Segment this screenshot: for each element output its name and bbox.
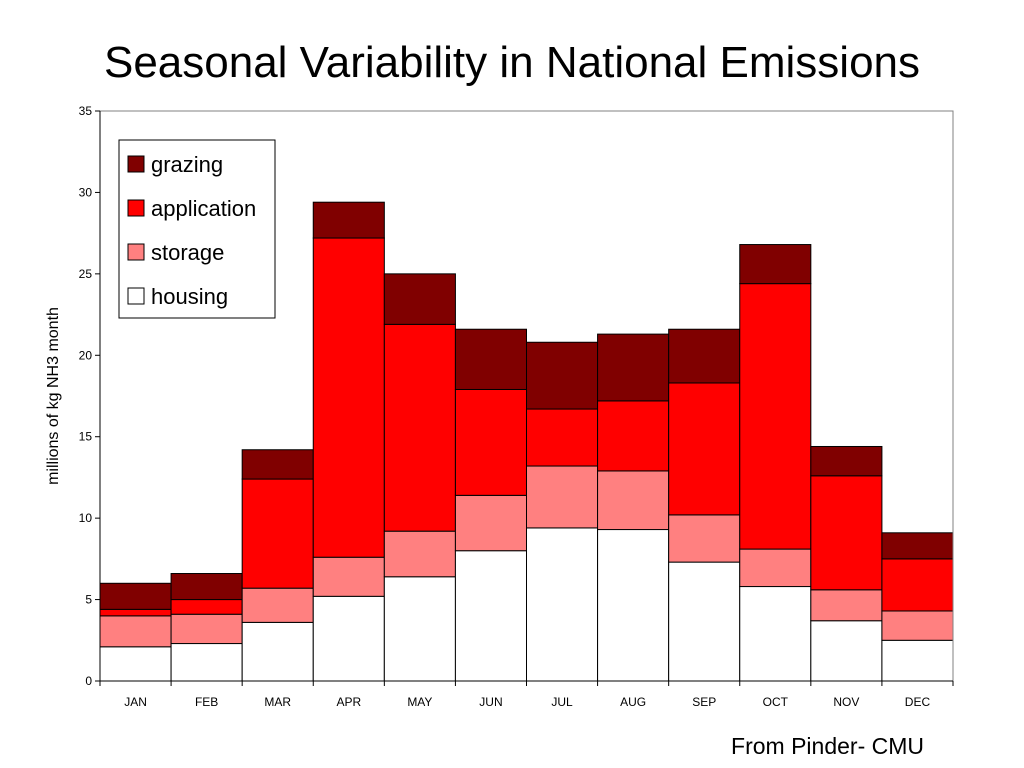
bar-application-mar (241, 478, 314, 589)
x-tick-label-mar: MAR (264, 695, 291, 709)
y-tick-label: 0 (85, 674, 92, 688)
bar-application-sep (668, 382, 741, 516)
bar-storage-nov (810, 589, 883, 622)
bar-storage-jun (454, 494, 527, 552)
legend: grazing application storage housing (118, 139, 276, 319)
x-tick-label-jan: JAN (124, 695, 147, 709)
bar-grazing-may (383, 273, 456, 325)
bar-application-apr (312, 237, 385, 558)
bar-application-nov (810, 475, 883, 591)
bar-housing-jan (99, 646, 172, 682)
bar-grazing-jul (526, 341, 599, 410)
x-tick-label-nov: NOV (833, 695, 859, 709)
x-tick-label-sep: SEP (692, 695, 716, 709)
bar-grazing-apr (312, 201, 385, 239)
x-tick-label-apr: APR (336, 695, 361, 709)
bars-group (99, 201, 954, 682)
bar-housing-jun (454, 550, 527, 682)
bar-storage-dec (881, 610, 954, 641)
x-tick-label-jun: JUN (479, 695, 502, 709)
y-axis: 0 5 10 15 20 25 30 35 (79, 104, 100, 688)
x-tick-label-feb: FEB (195, 695, 218, 709)
legend-swatch-grazing (127, 155, 145, 173)
bar-housing-may (383, 576, 456, 682)
bar-grazing-oct (739, 244, 812, 285)
legend-swatch-application (127, 199, 145, 217)
bar-housing-dec (881, 639, 954, 682)
legend-swatch-storage (127, 243, 145, 261)
bar-application-jun (454, 388, 527, 496)
legend-label-storage: storage (151, 240, 224, 265)
bar-storage-aug (597, 470, 670, 531)
source-credit: From Pinder- CMU (731, 733, 924, 759)
bar-application-feb (170, 599, 243, 615)
bar-grazing-sep (668, 328, 741, 384)
bar-application-oct (739, 283, 812, 550)
bar-housing-feb (170, 643, 243, 682)
bar-storage-feb (170, 613, 243, 645)
bar-application-may (383, 323, 456, 532)
x-tick-label-dec: DEC (905, 695, 931, 709)
y-tick-label: 5 (85, 593, 92, 607)
legend-label-housing: housing (151, 284, 228, 309)
legend-box (118, 139, 276, 319)
legend-label-grazing: grazing (151, 152, 223, 177)
y-tick-label: 30 (79, 185, 93, 199)
bar-storage-oct (739, 548, 812, 588)
bar-storage-mar (241, 587, 314, 623)
bar-housing-aug (597, 529, 670, 682)
bar-grazing-dec (881, 532, 954, 560)
bar-grazing-mar (241, 449, 314, 480)
bar-storage-jul (526, 465, 599, 529)
bar-grazing-aug (597, 333, 670, 402)
bar-storage-apr (312, 556, 385, 597)
x-tick-label-oct: OCT (763, 695, 789, 709)
bar-application-jul (526, 408, 599, 467)
bar-housing-sep (668, 561, 741, 682)
legend-swatch-housing (127, 287, 145, 305)
y-tick-label: 20 (79, 348, 93, 362)
x-tick-label-jul: JUL (551, 695, 573, 709)
bar-grazing-nov (810, 445, 883, 477)
y-tick-label: 35 (79, 104, 93, 118)
bar-grazing-jun (454, 328, 527, 390)
bar-storage-jan (99, 615, 172, 648)
y-tick-label: 25 (79, 267, 93, 281)
bar-storage-sep (668, 514, 741, 563)
bar-storage-may (383, 530, 456, 578)
bar-grazing-jan (99, 582, 172, 610)
y-tick-label: 10 (79, 511, 93, 525)
bar-housing-mar (241, 621, 314, 682)
y-tick-label: 15 (79, 430, 93, 444)
bar-grazing-feb (170, 573, 243, 601)
bar-application-jan (99, 608, 172, 617)
bar-housing-oct (739, 586, 812, 682)
bar-housing-apr (312, 595, 385, 682)
x-axis: JAN FEB MAR APR MAY JUN JUL AUG SEP OCT NOV DEC (99, 681, 954, 709)
bar-housing-nov (810, 620, 883, 682)
bar-application-dec (881, 558, 954, 612)
x-tick-label-may: MAY (407, 695, 432, 709)
y-axis-label: millions of kg NH3 month (45, 307, 62, 485)
chart-title: Seasonal Variability in National Emissio… (103, 38, 921, 87)
bar-application-aug (597, 400, 670, 472)
bar-housing-jul (526, 527, 599, 682)
legend-label-application: application (151, 196, 256, 221)
y-axis-label-text: millions of kg NH3 month (45, 307, 62, 485)
x-tick-label-aug: AUG (620, 695, 646, 709)
